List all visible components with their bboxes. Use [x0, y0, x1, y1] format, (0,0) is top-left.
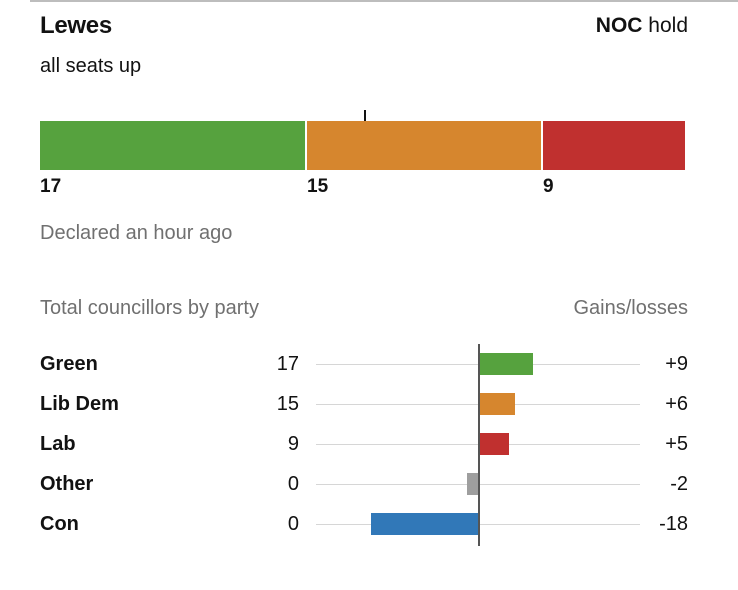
change-bar-lib-dem	[479, 393, 515, 415]
party-row-lib-dem: Lib Dem 15 +6	[0, 392, 738, 432]
seat-label-lab: 9	[543, 176, 554, 197]
seat-segment-lib-dem	[307, 121, 541, 170]
seat-bar	[40, 121, 685, 170]
party-name: Green	[40, 353, 98, 375]
change-label: -18	[659, 513, 688, 535]
seat-segment-lab	[543, 121, 685, 170]
top-rule	[30, 0, 738, 2]
result-summary: NOC hold	[596, 14, 688, 38]
zero-axis	[478, 344, 480, 546]
gains-losses-heading: Gains/losses	[573, 297, 689, 319]
seat-label-lib-dem: 15	[307, 176, 329, 197]
council-name: Lewes	[40, 12, 112, 39]
party-name: Con	[40, 513, 79, 535]
declared-status: Declared an hour ago	[40, 222, 233, 244]
party-seats: 17	[276, 353, 299, 375]
party-seats: 0	[287, 473, 299, 495]
change-bar-other	[467, 473, 479, 495]
party-seats: 0	[287, 513, 299, 535]
party-row-green: Green 17 +9	[0, 352, 738, 392]
result-party: NOC	[595, 14, 643, 37]
party-row-con: Con 0 -18	[0, 512, 738, 552]
change-bar-lab	[479, 433, 509, 455]
seat-segment-green	[40, 121, 305, 170]
change-bar-green	[479, 353, 533, 375]
party-row-other: Other 0 -2	[0, 472, 738, 512]
change-label: +6	[665, 393, 688, 415]
change-label: -2	[670, 473, 688, 495]
party-name: Other	[40, 473, 94, 495]
change-label: +9	[665, 353, 688, 375]
party-seats: 9	[287, 433, 299, 455]
party-name: Lib Dem	[40, 393, 119, 415]
party-row-lab: Lab 9 +5	[0, 432, 738, 472]
subtitle: all seats up	[40, 55, 142, 77]
result-word: hold	[648, 14, 688, 37]
change-bar-con	[371, 513, 479, 535]
party-seats: 15	[276, 393, 299, 415]
party-name: Lab	[40, 433, 76, 455]
majority-tick	[364, 110, 366, 121]
councillors-heading: Total councillors by party	[40, 297, 259, 319]
seat-label-green: 17	[40, 176, 62, 197]
change-label: +5	[665, 433, 688, 455]
